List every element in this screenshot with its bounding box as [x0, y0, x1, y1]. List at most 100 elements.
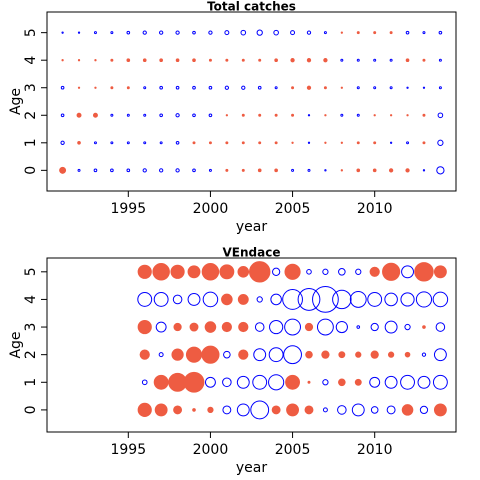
- bubble: [306, 268, 312, 275]
- bubble: [367, 291, 383, 307]
- bubble: [435, 322, 446, 332]
- bubble: [238, 321, 249, 333]
- bubble: [208, 58, 212, 62]
- bubble: [286, 403, 300, 417]
- y-tick-label: 3: [23, 83, 39, 92]
- bubble: [305, 350, 313, 359]
- bubble: [384, 292, 398, 307]
- bubble: [77, 59, 81, 62]
- bubble: [322, 407, 328, 413]
- bubble: [204, 376, 216, 388]
- bubble: [370, 322, 379, 332]
- bubble: [110, 141, 114, 145]
- bubble: [373, 58, 377, 62]
- bubble: [382, 262, 401, 281]
- bubble: [437, 112, 444, 119]
- bubble: [283, 345, 302, 365]
- bubble: [438, 30, 443, 35]
- bubble: [340, 169, 344, 172]
- bubble: [306, 30, 312, 35]
- bubble: [356, 31, 360, 35]
- bubble: [159, 58, 163, 63]
- bubble: [192, 408, 196, 412]
- bubble: [422, 58, 426, 62]
- bubble: [153, 291, 169, 307]
- bubble: [405, 58, 410, 63]
- bubble: [94, 86, 97, 89]
- bubble: [356, 141, 360, 145]
- bubble: [387, 351, 395, 358]
- bubble: [187, 292, 201, 306]
- y-tick-label: 0: [23, 166, 39, 175]
- bubble: [355, 268, 362, 275]
- bubble: [338, 351, 346, 359]
- bubble: [432, 374, 448, 390]
- bubble: [271, 405, 281, 415]
- bubble: [143, 141, 147, 145]
- plot-frame: [46, 11, 457, 192]
- bubble: [291, 113, 295, 117]
- bubble: [137, 402, 152, 418]
- bubble: [369, 266, 380, 277]
- bubble: [159, 85, 163, 90]
- bubble: [421, 352, 427, 357]
- bubble: [369, 376, 381, 388]
- bubble: [274, 58, 278, 63]
- bubble: [172, 294, 183, 305]
- bubble: [139, 349, 150, 360]
- bubble: [422, 141, 426, 145]
- bubble: [185, 346, 203, 363]
- bubble: [142, 30, 147, 35]
- y-tick-label: 5: [23, 28, 39, 37]
- y-tick-label: 3: [23, 323, 39, 332]
- bubble: [158, 352, 164, 358]
- bubble: [241, 58, 245, 62]
- bubble: [433, 265, 447, 279]
- bubble: [204, 321, 217, 333]
- bubble: [406, 86, 409, 89]
- bubble: [110, 113, 114, 117]
- bubble: [92, 112, 98, 118]
- bubble: [405, 30, 410, 35]
- bubble: [274, 141, 278, 145]
- bubble: [304, 322, 314, 332]
- bubble: [306, 58, 312, 63]
- bubble: [225, 168, 229, 172]
- bubble: [274, 86, 278, 90]
- plot-frame: [46, 257, 457, 433]
- bubble: [187, 265, 201, 279]
- bubble: [340, 58, 344, 62]
- bubble: [241, 168, 245, 172]
- bubble: [340, 86, 344, 89]
- y-tick-label: 5: [23, 267, 39, 276]
- bubble: [373, 114, 376, 117]
- bubble: [270, 293, 282, 306]
- bubble: [437, 139, 444, 146]
- bubble: [237, 293, 249, 305]
- bubble: [290, 58, 295, 63]
- bubble: [154, 403, 168, 417]
- bubble: [208, 113, 213, 118]
- bubble: [433, 403, 447, 417]
- bubble: [340, 31, 344, 34]
- bubble: [433, 348, 447, 362]
- bubble: [77, 168, 81, 172]
- bubble: [192, 85, 196, 90]
- bubble: [307, 168, 311, 172]
- bubble: [248, 261, 271, 283]
- x-tick-label: 2010: [357, 201, 393, 217]
- bubble: [323, 86, 327, 90]
- x-tick-label: 2000: [193, 201, 229, 217]
- bubble: [285, 374, 300, 390]
- bubble: [159, 113, 163, 118]
- bubble: [389, 31, 393, 35]
- y-tick-label: 0: [23, 405, 39, 414]
- bubble: [349, 291, 367, 308]
- bubble: [142, 58, 147, 63]
- bubble: [324, 169, 327, 172]
- bubble: [61, 59, 64, 62]
- bubble: [400, 374, 415, 390]
- bubble: [297, 288, 321, 311]
- bubble: [142, 168, 147, 173]
- bubble: [356, 113, 360, 117]
